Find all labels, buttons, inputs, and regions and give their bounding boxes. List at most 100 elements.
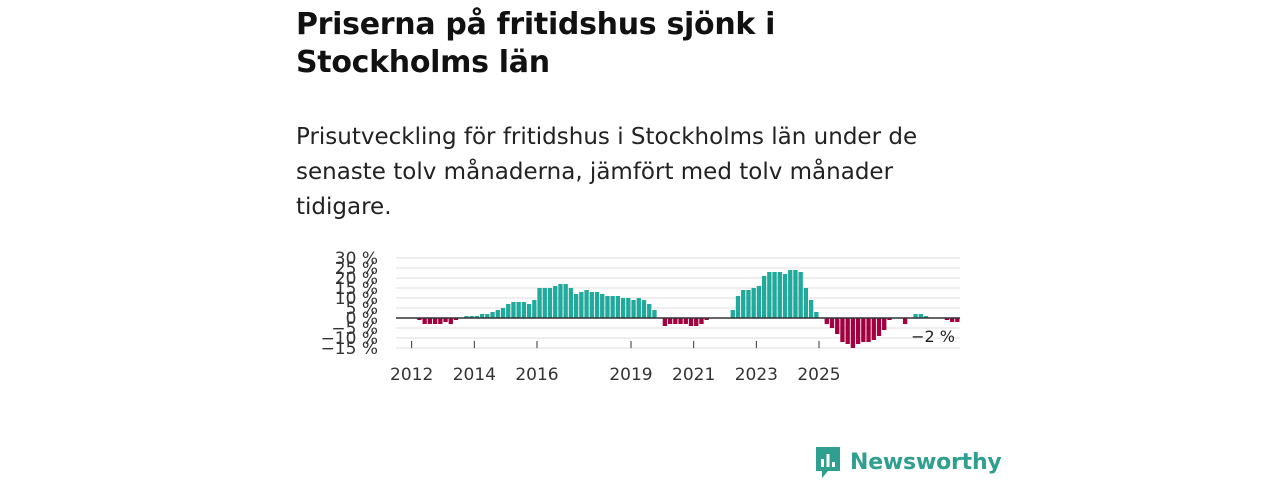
bar <box>761 276 767 318</box>
bar <box>453 318 459 320</box>
bar <box>923 316 929 318</box>
y-tick-label: 20 % <box>335 269 378 289</box>
bar <box>788 270 793 318</box>
bar <box>735 296 741 318</box>
bar <box>532 300 537 318</box>
bar <box>443 318 448 322</box>
bar <box>840 318 845 342</box>
y-tick-label: 0 % <box>346 309 378 329</box>
bar <box>704 318 709 320</box>
bar <box>516 302 521 318</box>
bar <box>553 286 558 318</box>
bar <box>620 298 626 318</box>
bar <box>605 296 610 318</box>
y-tick-label: −5 % <box>331 319 378 339</box>
brand-name: Newsworthy <box>850 449 1002 475</box>
bar <box>432 318 438 324</box>
header: Priserna på fritidshus sjönk i Stockholm… <box>296 0 976 220</box>
bar <box>944 318 950 320</box>
bar <box>793 270 798 318</box>
x-tick-label: 2025 <box>797 365 840 385</box>
bar <box>526 304 532 318</box>
bar <box>600 294 605 318</box>
x-tick-label: 2016 <box>515 365 558 385</box>
last-value-label: −2 % <box>911 327 955 346</box>
bar <box>777 272 782 318</box>
newsworthy-logo[interactable]: Newsworthy <box>814 444 1002 480</box>
bar <box>767 272 772 318</box>
bar <box>694 318 699 326</box>
bar <box>563 284 568 318</box>
bar <box>547 288 553 318</box>
bar <box>485 314 490 318</box>
bar <box>474 316 480 318</box>
price-chart: 30 %25 %20 %15 %10 %5 %0 %−5 %−10 %−15 %… <box>321 249 960 385</box>
bar <box>949 318 955 322</box>
y-tick-label: 30 % <box>335 249 378 269</box>
bar <box>647 304 652 318</box>
bar <box>662 318 668 326</box>
bar <box>521 302 527 318</box>
chart-subtitle: Prisutveckling för fritidshus i Stockhol… <box>296 124 918 220</box>
bar <box>918 314 923 318</box>
bar <box>417 318 422 320</box>
bar <box>751 288 756 318</box>
bar <box>490 312 495 318</box>
bar <box>579 292 584 318</box>
x-tick-label: 2019 <box>609 365 652 385</box>
bar <box>730 310 735 318</box>
bar <box>589 292 594 318</box>
bar <box>887 318 892 320</box>
bar <box>861 318 866 342</box>
bar <box>678 318 683 324</box>
y-tick-label: 15 % <box>335 279 378 299</box>
bar <box>438 318 443 324</box>
bar <box>913 314 918 318</box>
x-tick-label: 2014 <box>453 365 496 385</box>
x-tick-label: 2021 <box>672 365 715 385</box>
y-tick-label: −15 % <box>321 339 378 359</box>
y-tick-label: 5 % <box>346 299 378 319</box>
bar <box>573 294 579 318</box>
x-tick-label: 2012 <box>390 365 433 385</box>
bar <box>756 286 762 318</box>
bar <box>568 288 574 318</box>
bar <box>495 310 500 318</box>
bar <box>558 284 563 318</box>
y-tick-label: −10 % <box>321 329 378 349</box>
bar <box>845 318 850 344</box>
bar <box>782 274 788 318</box>
bar <box>673 318 678 324</box>
bar <box>479 314 485 318</box>
bar <box>850 318 856 348</box>
bar <box>746 290 751 318</box>
x-tick-label: 2023 <box>735 365 778 385</box>
bar <box>641 300 647 318</box>
bar <box>803 288 809 318</box>
bar <box>814 312 819 318</box>
bar <box>808 300 814 318</box>
y-tick-label: 25 % <box>335 259 378 279</box>
bar <box>772 272 777 318</box>
bar <box>448 318 453 324</box>
bar <box>631 300 636 318</box>
bar <box>866 318 871 342</box>
bar <box>594 292 600 318</box>
page-title: Priserna på fritidshus sjönk i Stockholm… <box>296 7 776 80</box>
bar <box>636 298 641 318</box>
bar <box>469 316 474 318</box>
bar <box>610 296 615 318</box>
bar <box>955 318 960 322</box>
bar <box>699 318 704 324</box>
bar <box>835 318 840 334</box>
bar <box>615 296 621 318</box>
bar <box>876 318 882 336</box>
bar <box>688 318 694 326</box>
bar <box>464 316 469 318</box>
bar <box>537 288 542 318</box>
bar <box>798 272 803 318</box>
bar <box>741 290 746 318</box>
bar <box>882 318 887 330</box>
bar <box>626 298 631 318</box>
bar <box>829 318 835 328</box>
